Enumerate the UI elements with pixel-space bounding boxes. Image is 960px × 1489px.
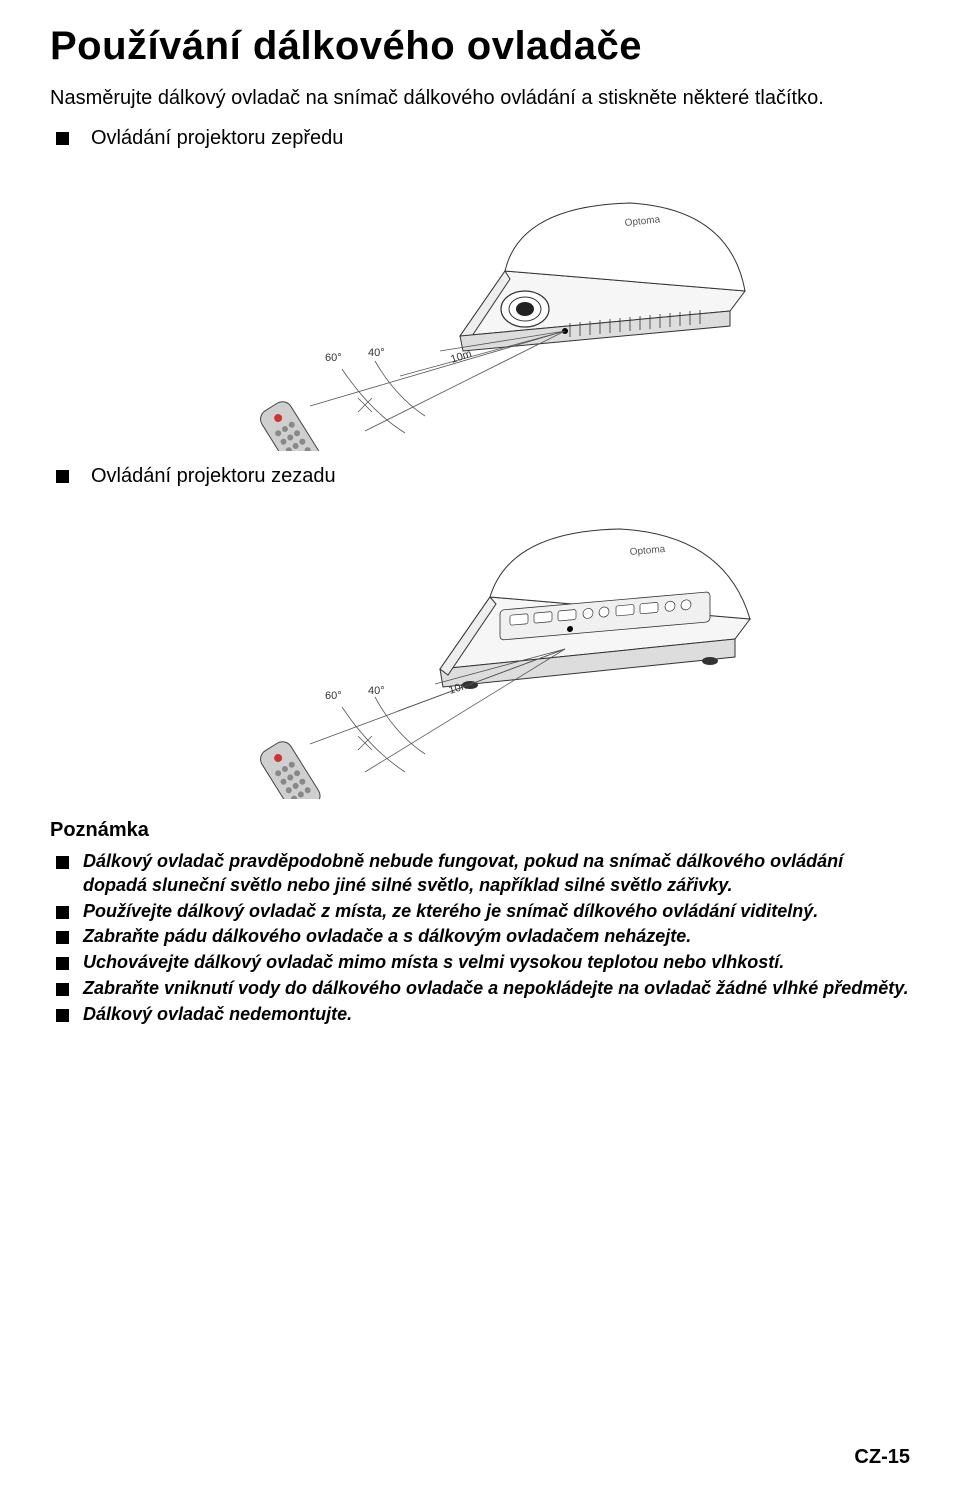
angle-label-60: 60° [325,352,342,364]
section-label-front: Ovládání projektoru zepředu [91,125,343,151]
note-item: Zabraňte vniknutí vody do dálkového ovla… [56,977,910,1001]
note-text: Uchovávejte dálkový ovladač mimo místa s… [83,951,784,975]
angle-label-40-rear: 40° [368,685,385,697]
projector-rear-diagram: Optoma 60° 40° 10m [170,489,790,799]
notes-list: Dálkový ovladač pravděpodobně nebude fun… [50,850,910,1026]
distance-label: 10m [449,348,473,366]
projector-front-diagram: Optoma 60° 40° 10m [170,151,790,451]
section-label-rear: Ovládání projektoru zezadu [91,463,336,489]
square-bullet-icon [56,957,69,970]
note-item: Dálkový ovladač nedemontujte. [56,1003,910,1027]
note-item: Používejte dálkový ovladač z místa, ze k… [56,900,910,924]
square-bullet-icon [56,1009,69,1022]
angle-label-40: 40° [368,347,385,359]
note-item: Uchovávejte dálkový ovladač mimo místa s… [56,951,910,975]
note-text: Dálkový ovladač pravděpodobně nebude fun… [83,850,910,898]
page-number: CZ-15 [854,1446,910,1469]
notes-heading: Poznámka [50,819,910,842]
intro-text: Nasměrujte dálkový ovladač na snímač dál… [50,85,910,111]
square-bullet-icon [56,906,69,919]
figure-rear: Optoma 60° 40° 10m [50,489,910,799]
projector-body-rear: Optoma [440,529,750,689]
note-text: Dálkový ovladač nedemontujte. [83,1003,352,1027]
projector-body: Optoma [460,203,745,351]
remote-control-icon [257,398,324,451]
square-bullet-icon [56,856,69,869]
square-bullet-icon [56,470,69,483]
square-bullet-icon [56,931,69,944]
note-item: Zabraňte pádu dálkového ovladače a s dál… [56,925,910,949]
note-text: Zabraňte vniknutí vody do dálkového ovla… [83,977,909,1001]
note-text: Používejte dálkový ovladač z místa, ze k… [83,900,818,924]
figure-front: Optoma 60° 40° 10m [50,151,910,451]
remote-control-icon-rear [257,738,324,799]
square-bullet-icon [56,132,69,145]
section-front: Ovládání projektoru zepředu [50,125,910,151]
ir-cone [310,331,565,433]
note-item: Dálkový ovladač pravděpodobně nebude fun… [56,850,910,898]
page-title: Používání dálkového ovladače [50,24,910,69]
note-text: Zabraňte pádu dálkového ovladače a s dál… [83,925,691,949]
section-rear: Ovládání projektoru zezadu [50,463,910,489]
square-bullet-icon [56,983,69,996]
angle-label-60-rear: 60° [325,690,342,702]
